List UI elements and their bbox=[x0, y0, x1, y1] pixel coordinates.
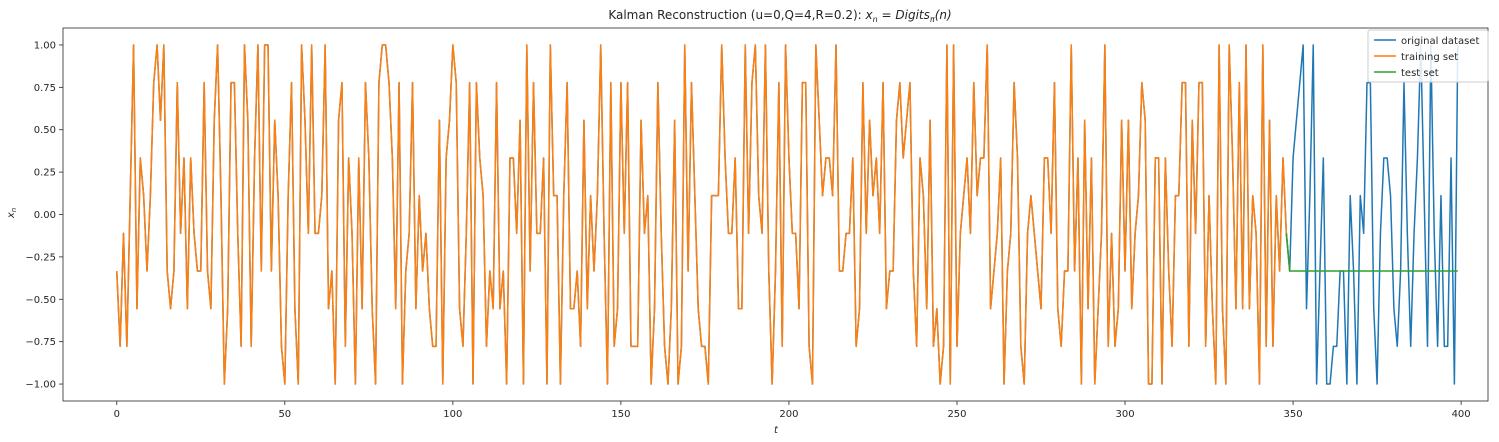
legend-label-original: original dataset bbox=[1401, 36, 1479, 47]
x-tick-label: 150 bbox=[611, 409, 630, 420]
series-layer bbox=[116, 44, 1459, 385]
x-tick-label: 0 bbox=[114, 409, 120, 420]
x-tick-label: 400 bbox=[1452, 409, 1471, 420]
x-tick-label: 50 bbox=[278, 409, 291, 420]
x-tick-label: 100 bbox=[443, 409, 462, 420]
y-tick-label: 1.00 bbox=[34, 40, 56, 51]
y-tick-label: −0.75 bbox=[25, 337, 56, 348]
x-tick-label: 350 bbox=[1284, 409, 1303, 420]
y-tick-label: −0.50 bbox=[25, 295, 56, 306]
y-tick-label: −0.25 bbox=[25, 252, 56, 263]
y-tick-label: 0.50 bbox=[34, 125, 56, 136]
y-axis-label: xn bbox=[6, 208, 18, 219]
chart-title: Kalman Reconstruction (u=0,Q=4,R=0.2): x… bbox=[608, 8, 951, 24]
y-tick-label: 0.25 bbox=[34, 168, 56, 179]
x-axis: 0 50 100 150 200 250 300 350 400 bbox=[114, 401, 1471, 420]
legend-box bbox=[1367, 29, 1489, 83]
series-training-set bbox=[116, 44, 1291, 385]
y-tick-label: 0.75 bbox=[34, 83, 56, 94]
legend: original dataset training set test set bbox=[1367, 29, 1489, 83]
y-axis: 1.00 0.75 0.50 0.25 0.00 −0.25 −0.50 −0.75 −1.00 bbox=[25, 40, 63, 391]
y-tick-label: −1.00 bbox=[25, 380, 56, 391]
y-tick-label: 0.00 bbox=[34, 210, 56, 221]
x-tick-label: 200 bbox=[779, 409, 798, 420]
legend-label-test: test set bbox=[1401, 68, 1439, 79]
series-test-set bbox=[1285, 233, 1458, 272]
x-axis-label: t bbox=[774, 425, 779, 436]
x-tick-label: 300 bbox=[1115, 409, 1134, 420]
x-tick-label: 250 bbox=[947, 409, 966, 420]
legend-label-training: training set bbox=[1401, 52, 1458, 63]
